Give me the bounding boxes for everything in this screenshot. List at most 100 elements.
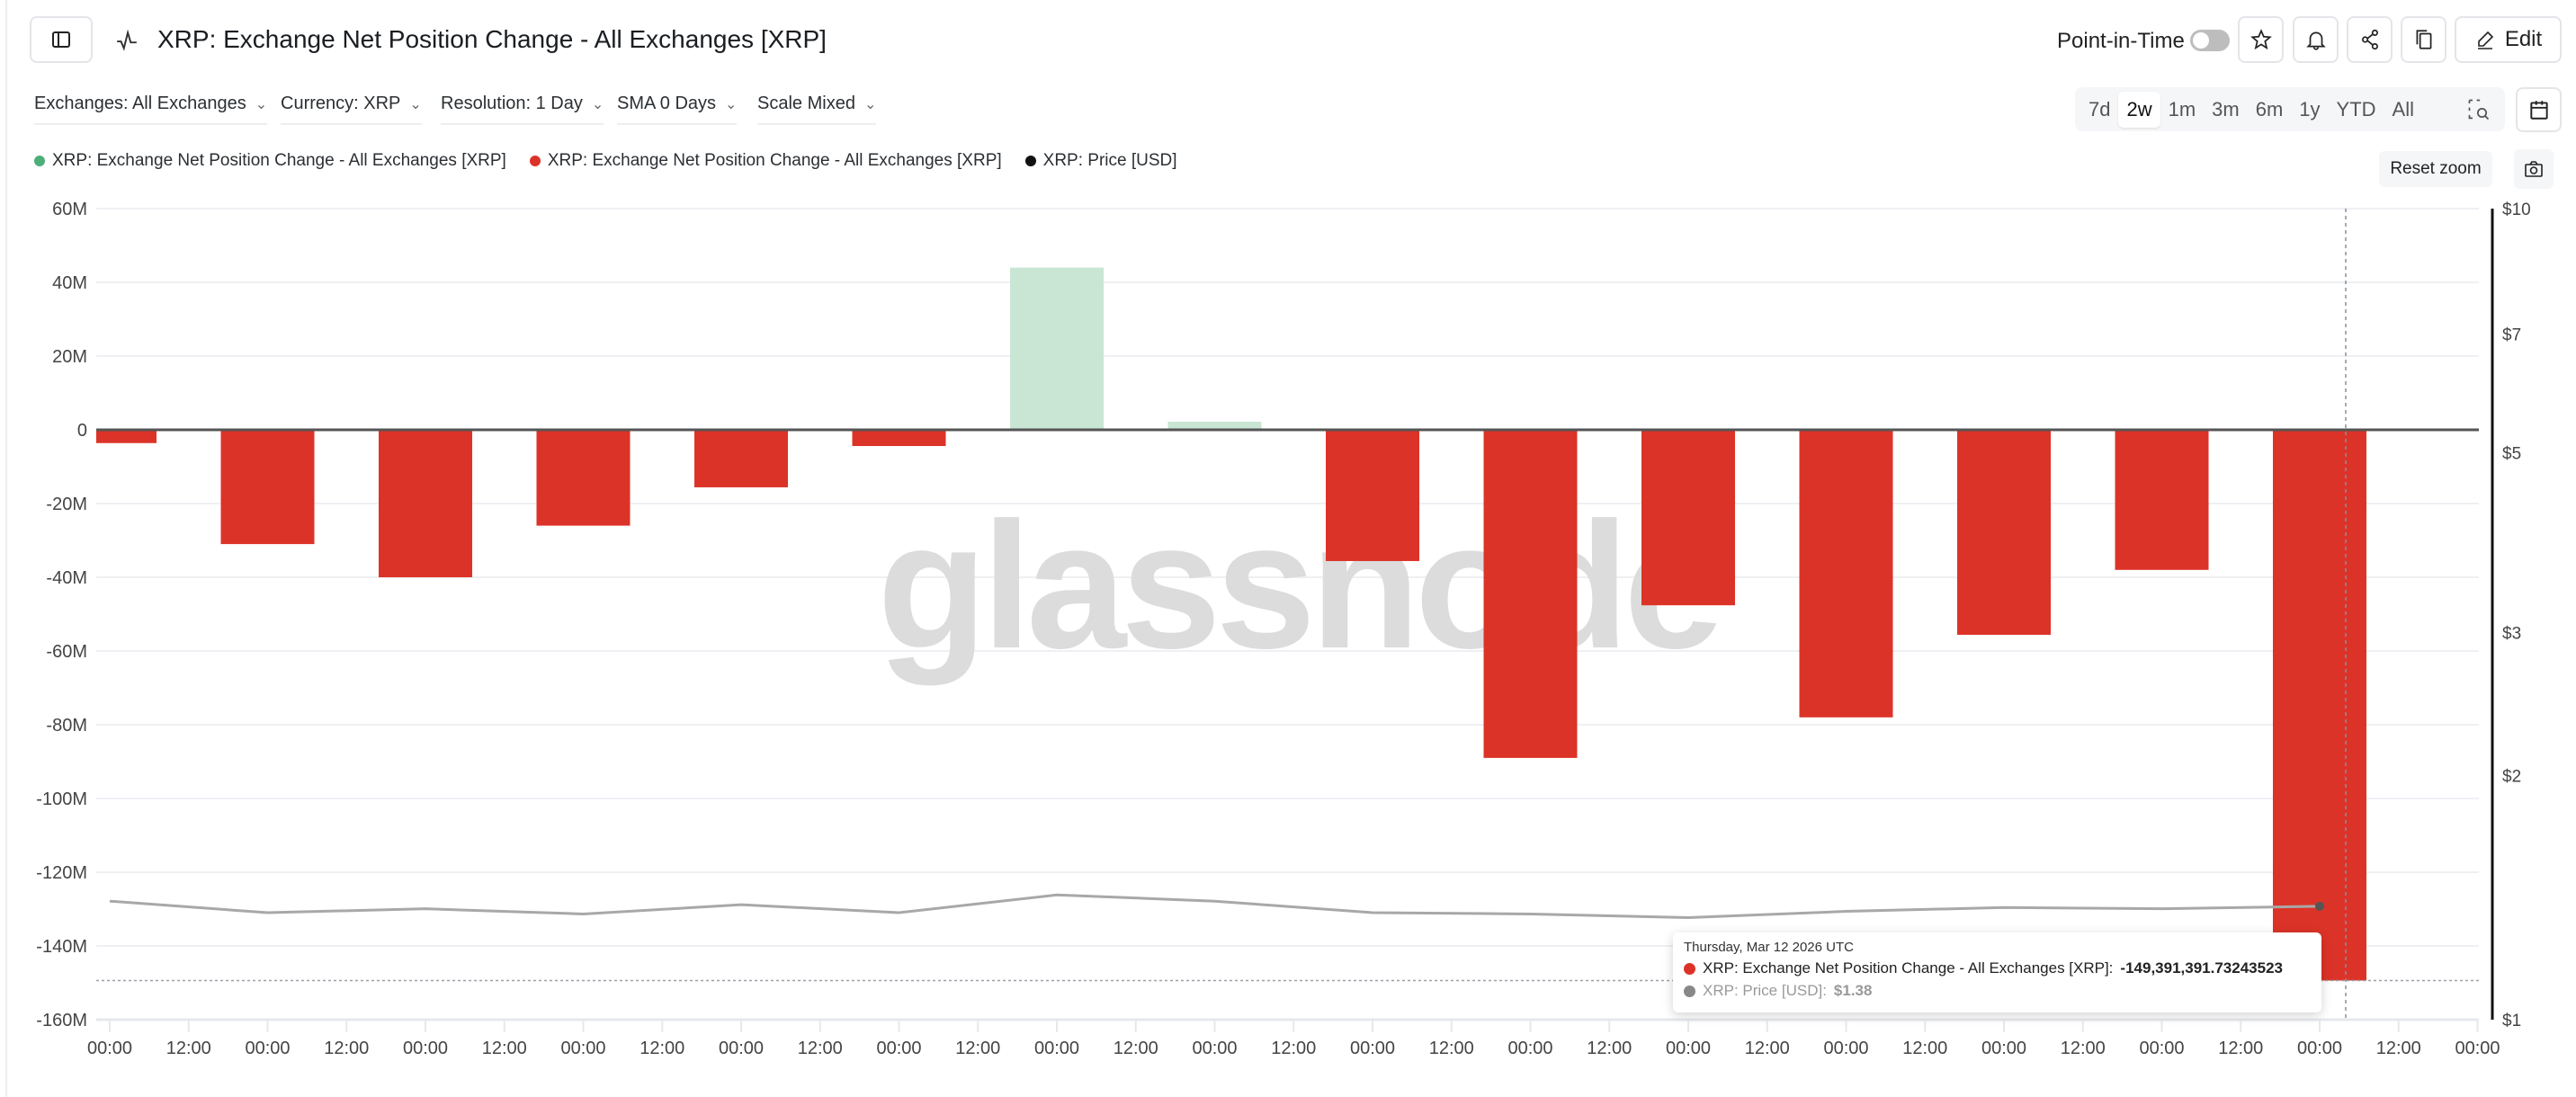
favorite-button[interactable] xyxy=(2238,16,2284,63)
camera-icon xyxy=(2525,161,2543,177)
bar[interactable] xyxy=(1326,430,1419,561)
range-2w[interactable]: 2w xyxy=(2118,91,2160,128)
x-tick-label: 12:00 xyxy=(798,1039,843,1058)
y-right-tick-label: $5 xyxy=(2502,445,2521,464)
x-tick-label: 12:00 xyxy=(640,1039,684,1058)
range-1m[interactable]: 1m xyxy=(2168,97,2196,120)
x-tick-label: 00:00 xyxy=(87,1039,132,1058)
x-tick-label: 12:00 xyxy=(1429,1039,1474,1058)
legend-item[interactable]: XRP: Exchange Net Position Change - All … xyxy=(529,151,1002,171)
y-right-tick-label: $2 xyxy=(2502,767,2521,786)
x-tick-label: 00:00 xyxy=(1981,1039,2026,1058)
y-left-tick-label: -120M xyxy=(36,863,87,883)
x-tick-label: 00:00 xyxy=(560,1039,605,1058)
calendar-icon xyxy=(2529,101,2548,120)
tooltip-dot-gray xyxy=(1684,985,1695,997)
legend-label: XRP: Exchange Net Position Change - All … xyxy=(547,151,1002,170)
range-7d[interactable]: 7d xyxy=(2089,97,2111,120)
x-tick-label: 12:00 xyxy=(1114,1039,1158,1058)
filter-label: Currency: XRP xyxy=(281,94,401,113)
bar[interactable] xyxy=(852,430,946,447)
x-tick-label: 00:00 xyxy=(1192,1039,1237,1058)
bar[interactable] xyxy=(379,430,472,577)
x-tick-label: 00:00 xyxy=(1666,1039,1711,1058)
y-left-tick-label: 40M xyxy=(52,273,87,293)
bar[interactable] xyxy=(1167,421,1262,430)
x-tick-label: 00:00 xyxy=(1823,1039,1868,1058)
sidebar-icon xyxy=(52,31,70,48)
bar[interactable] xyxy=(1010,267,1104,430)
legend-item[interactable]: XRP: Exchange Net Position Change - All … xyxy=(34,151,506,171)
y-left-tick-label: 20M xyxy=(52,347,87,367)
bar[interactable] xyxy=(1483,430,1578,758)
y-left-tick-label: -20M xyxy=(46,495,87,514)
alert-button[interactable] xyxy=(2293,16,2339,63)
bell-icon xyxy=(2305,31,2326,50)
legend-label: XRP: Exchange Net Position Change - All … xyxy=(52,151,506,170)
share-button[interactable] xyxy=(2347,16,2393,63)
price-line xyxy=(109,893,2321,920)
filter-label: Scale Mixed xyxy=(757,94,855,113)
range-3m[interactable]: 3m xyxy=(2212,97,2240,120)
duplicate-button[interactable] xyxy=(2401,16,2446,63)
legend-item[interactable]: XRP: Price [USD] xyxy=(1024,151,1177,171)
filter-dropdown-1[interactable]: Currency: XRP ⌄ xyxy=(281,94,422,125)
x-tick-label: 12:00 xyxy=(324,1039,369,1058)
edit-button[interactable]: Edit xyxy=(2455,16,2562,63)
bar[interactable] xyxy=(2273,430,2366,981)
chart-legend: XRP: Exchange Net Position Change - All … xyxy=(34,151,1177,171)
zoom-select-icon[interactable] xyxy=(2466,96,2491,123)
filter-dropdown-4[interactable]: Scale Mixed ⌄ xyxy=(757,94,877,125)
tooltip-series2-value: $1.38 xyxy=(1833,982,1873,999)
range-All[interactable]: All xyxy=(2392,97,2414,120)
filter-dropdown-3[interactable]: SMA 0 Days ⌄ xyxy=(617,94,738,125)
x-tick-label: 00:00 xyxy=(2139,1039,2184,1058)
x-tick-label: 00:00 xyxy=(245,1039,290,1058)
x-tick-label: 00:00 xyxy=(1507,1039,1552,1058)
legend-dot xyxy=(529,155,541,166)
metric-line-icon xyxy=(117,29,137,51)
bar[interactable] xyxy=(63,430,157,443)
bar[interactable] xyxy=(694,430,788,487)
screenshot-button[interactable] xyxy=(2514,149,2554,189)
x-tick-label: 00:00 xyxy=(876,1039,921,1058)
chevron-down-icon: ⌄ xyxy=(725,96,738,112)
y-left-tick-label: -60M xyxy=(46,642,87,662)
calendar-button[interactable] xyxy=(2516,87,2562,132)
x-tick-label: 12:00 xyxy=(1745,1039,1790,1058)
reset-zoom-button[interactable]: Reset zoom xyxy=(2379,151,2492,187)
x-tick-label: 00:00 xyxy=(719,1039,764,1058)
y-right-tick-label: $1 xyxy=(2502,1012,2521,1030)
bar[interactable] xyxy=(2115,430,2209,570)
legend-label: XRP: Price [USD] xyxy=(1042,151,1177,170)
range-YTD[interactable]: YTD xyxy=(2336,97,2376,120)
range-6m[interactable]: 6m xyxy=(2255,97,2284,120)
bar[interactable] xyxy=(1641,430,1735,606)
range-1y[interactable]: 1y xyxy=(2299,97,2321,120)
x-tick-label: 00:00 xyxy=(1350,1039,1395,1058)
x-tick-label: 12:00 xyxy=(2061,1039,2106,1058)
point-in-time-toggle[interactable] xyxy=(2190,30,2230,51)
watermark-logo: glassnode xyxy=(877,486,1718,686)
tooltip-dot-red xyxy=(1684,962,1695,975)
star-icon xyxy=(2250,29,2272,50)
filter-dropdown-2[interactable]: Resolution: 1 Day ⌄ xyxy=(441,94,604,125)
tooltip-date: Thursday, Mar 12 2026 UTC xyxy=(1684,940,1854,955)
y-right-tick-label: $7 xyxy=(2502,326,2521,345)
range-selector: 7d 2w 1m 3m 6m 1y YTD All xyxy=(2075,87,2505,131)
bar[interactable] xyxy=(220,430,315,545)
y-left-tick-label: -140M xyxy=(36,937,87,957)
y-left-tick-label: -80M xyxy=(46,716,87,736)
chevron-down-icon: ⌄ xyxy=(591,96,604,112)
y-left-tick-label: -40M xyxy=(46,568,87,588)
page-title: XRP: Exchange Net Position Change - All … xyxy=(157,25,827,53)
x-tick-label: 12:00 xyxy=(2376,1039,2421,1058)
filter-dropdown-0[interactable]: Exchanges: All Exchanges ⌄ xyxy=(34,94,268,125)
bar[interactable] xyxy=(1799,430,1893,718)
bar[interactable] xyxy=(1957,430,2051,635)
x-tick-label: 00:00 xyxy=(403,1039,448,1058)
y-left-tick-label: 60M xyxy=(52,200,87,219)
sidebar-toggle-button[interactable] xyxy=(30,16,93,63)
bar[interactable] xyxy=(536,430,631,526)
